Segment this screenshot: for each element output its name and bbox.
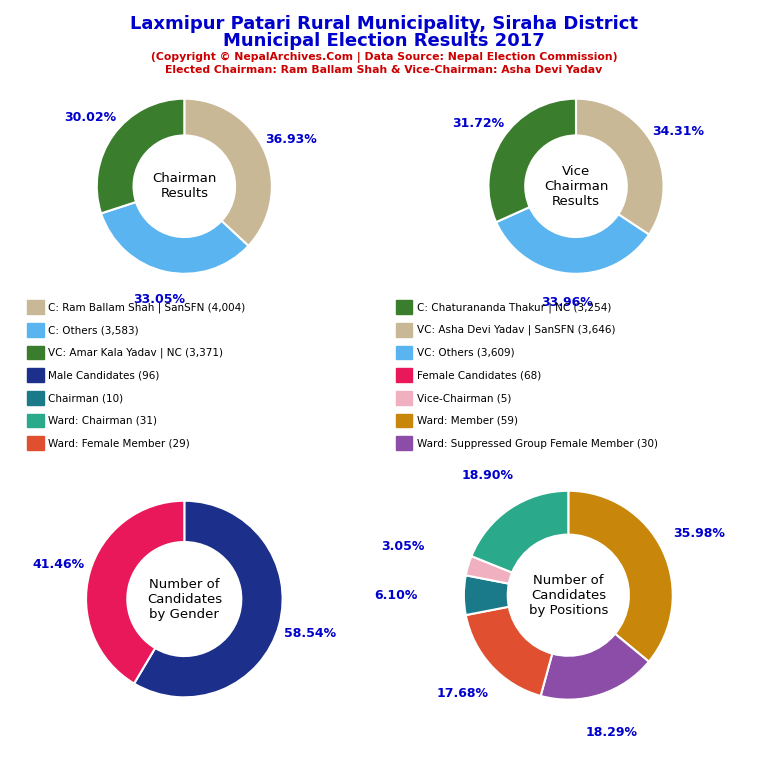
Text: 18.29%: 18.29% xyxy=(586,726,637,739)
Wedge shape xyxy=(465,556,512,584)
Wedge shape xyxy=(496,207,649,273)
Text: 17.68%: 17.68% xyxy=(436,687,488,700)
Text: 35.98%: 35.98% xyxy=(673,528,725,540)
Text: Chairman (10): Chairman (10) xyxy=(48,393,124,403)
Text: 33.05%: 33.05% xyxy=(133,293,185,306)
Text: Municipal Election Results 2017: Municipal Election Results 2017 xyxy=(223,32,545,50)
Wedge shape xyxy=(97,99,184,214)
Text: 31.72%: 31.72% xyxy=(452,117,505,130)
Text: 36.93%: 36.93% xyxy=(265,134,317,146)
Text: Number of
Candidates
by Gender: Number of Candidates by Gender xyxy=(147,578,222,621)
Text: Vice-Chairman (5): Vice-Chairman (5) xyxy=(417,393,511,403)
Wedge shape xyxy=(472,491,568,573)
Text: Chairman
Results: Chairman Results xyxy=(152,172,217,200)
Text: 6.10%: 6.10% xyxy=(374,589,418,601)
Text: Laxmipur Patari Rural Municipality, Siraha District: Laxmipur Patari Rural Municipality, Sira… xyxy=(130,15,638,33)
Wedge shape xyxy=(541,634,649,700)
Text: VC: Amar Kala Yadav | NC (3,371): VC: Amar Kala Yadav | NC (3,371) xyxy=(48,348,223,358)
Text: Ward: Female Member (29): Ward: Female Member (29) xyxy=(48,439,190,449)
Text: 41.46%: 41.46% xyxy=(32,558,84,571)
Text: 58.54%: 58.54% xyxy=(284,627,336,641)
Text: Ward: Member (59): Ward: Member (59) xyxy=(417,415,518,426)
Wedge shape xyxy=(465,607,552,696)
Text: VC: Asha Devi Yadav | SanSFN (3,646): VC: Asha Devi Yadav | SanSFN (3,646) xyxy=(417,325,615,336)
Text: 30.02%: 30.02% xyxy=(64,111,116,124)
Wedge shape xyxy=(464,575,509,615)
Text: 33.96%: 33.96% xyxy=(541,296,592,309)
Wedge shape xyxy=(568,491,673,662)
Wedge shape xyxy=(576,99,664,234)
Wedge shape xyxy=(134,501,283,697)
Text: 34.31%: 34.31% xyxy=(653,124,704,137)
Text: Number of
Candidates
by Positions: Number of Candidates by Positions xyxy=(528,574,608,617)
Wedge shape xyxy=(488,99,576,222)
Text: (Copyright © NepalArchives.Com | Data Source: Nepal Election Commission): (Copyright © NepalArchives.Com | Data So… xyxy=(151,51,617,62)
Wedge shape xyxy=(101,202,248,273)
Text: VC: Others (3,609): VC: Others (3,609) xyxy=(417,348,515,358)
Text: Female Candidates (68): Female Candidates (68) xyxy=(417,370,541,381)
Text: Vice
Chairman
Results: Vice Chairman Results xyxy=(544,165,608,207)
Text: Male Candidates (96): Male Candidates (96) xyxy=(48,370,160,381)
Text: 18.90%: 18.90% xyxy=(462,469,514,482)
Text: Elected Chairman: Ram Ballam Shah & Vice-Chairman: Asha Devi Yadav: Elected Chairman: Ram Ballam Shah & Vice… xyxy=(165,65,603,75)
Text: Ward: Suppressed Group Female Member (30): Ward: Suppressed Group Female Member (30… xyxy=(417,439,658,449)
Wedge shape xyxy=(86,501,184,684)
Text: C: Chaturananda Thakur | NC (3,254): C: Chaturananda Thakur | NC (3,254) xyxy=(417,303,611,313)
Wedge shape xyxy=(184,99,272,246)
Text: C: Ram Ballam Shah | SanSFN (4,004): C: Ram Ballam Shah | SanSFN (4,004) xyxy=(48,303,246,313)
Text: Ward: Chairman (31): Ward: Chairman (31) xyxy=(48,415,157,426)
Text: C: Others (3,583): C: Others (3,583) xyxy=(48,325,139,336)
Text: 3.05%: 3.05% xyxy=(382,540,425,553)
